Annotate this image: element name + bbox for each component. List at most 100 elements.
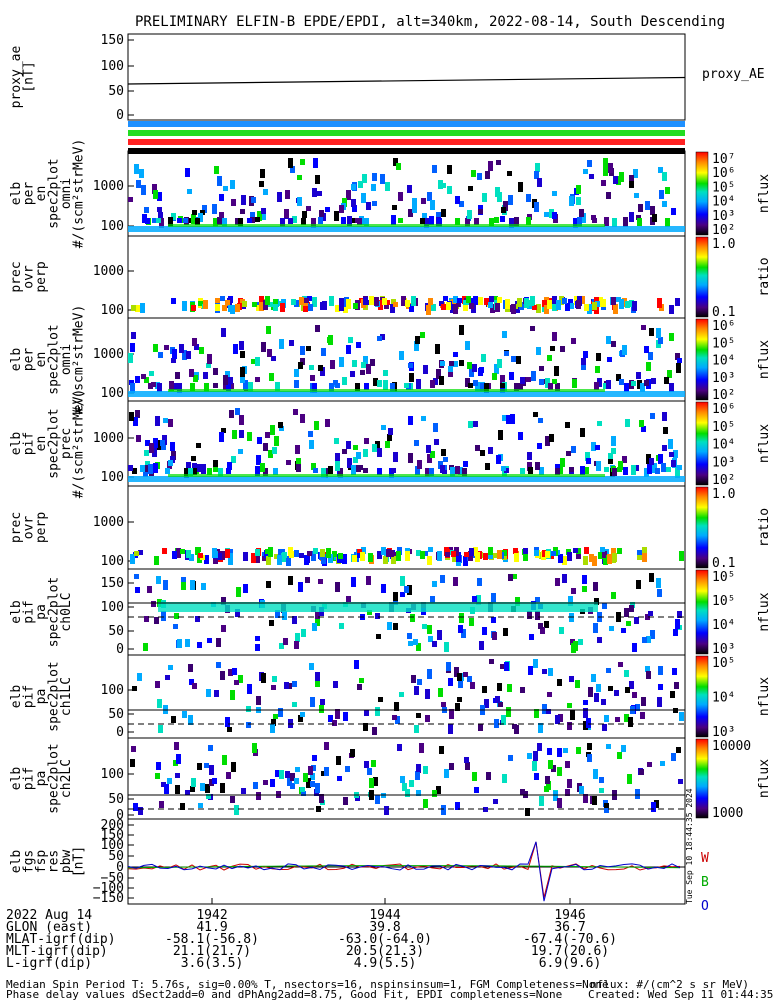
- heatmap-cell: [183, 218, 188, 223]
- heatmap-cell: [408, 363, 413, 368]
- heatmap-cell: [551, 551, 556, 556]
- heatmap-cell: [343, 712, 348, 721]
- heatmap-cell: [488, 447, 493, 454]
- heatmap-cell: [213, 218, 218, 227]
- heatmap-cell: [664, 377, 669, 384]
- heatmap-cell: [232, 430, 237, 439]
- heatmap-cell: [587, 754, 592, 762]
- y-tick-label: 50: [108, 792, 124, 807]
- y-tick-label: 100: [101, 600, 124, 615]
- heatmap-cell: [472, 772, 477, 781]
- heatmap-cell: [651, 802, 656, 812]
- heatmap-cell: [645, 201, 650, 210]
- heatmap-cell: [154, 617, 159, 624]
- heatmap-cell: [219, 212, 224, 218]
- heatmap-cell: [247, 684, 252, 694]
- heatmap-cell: [164, 784, 169, 794]
- heatmap-cell: [256, 455, 261, 465]
- heatmap-cell: [436, 369, 441, 379]
- heatmap-cell: [255, 549, 260, 556]
- heatmap-cell: [375, 613, 380, 619]
- colorbar-label: nflux: [757, 340, 772, 379]
- heatmap-cell: [315, 325, 320, 332]
- heatmap-cell: [294, 369, 299, 377]
- mag-legend-w: W: [701, 851, 709, 866]
- heatmap-cell: [621, 628, 626, 633]
- heatmap-cell: [560, 458, 565, 467]
- heatmap-cell: [321, 771, 326, 776]
- heatmap-cell: [390, 304, 395, 313]
- heatmap-cell: [405, 300, 410, 307]
- heatmap-cell: [265, 549, 270, 554]
- heatmap-cell: [629, 681, 634, 689]
- heatmap-cell: [202, 205, 207, 213]
- heatmap-cell: [294, 380, 299, 388]
- heatmap-cell: [580, 428, 585, 437]
- heatmap-cell: [584, 467, 589, 474]
- heatmap-cell: [335, 383, 340, 388]
- heatmap-cell: [273, 468, 278, 475]
- heatmap-cell: [311, 551, 316, 561]
- heatmap-cell: [449, 361, 454, 366]
- heatmap-cell: [581, 365, 586, 370]
- heatmap-cell: [430, 451, 435, 458]
- colorbar-tick-label: 10⁵: [712, 594, 735, 609]
- heatmap-cell: [463, 672, 468, 677]
- colorbar-tick-label: 10⁶: [712, 319, 735, 334]
- heatmap-cell: [262, 556, 267, 561]
- heatmap-cell: [482, 686, 487, 693]
- heatmap-cell: [367, 768, 372, 775]
- heatmap-cell: [309, 663, 314, 670]
- colorbar-tick-label: 10⁴: [712, 354, 735, 369]
- heatmap-cell: [407, 585, 412, 595]
- panel-7: 100 50 0 elbpifpaspec2plotch1LC: [9, 654, 686, 740]
- heatmap-cell: [204, 555, 209, 564]
- heatmap-cell: [199, 347, 204, 354]
- heatmap-cell: [346, 190, 351, 200]
- heatmap-cell: [300, 159, 305, 165]
- heatmap-cell: [363, 449, 368, 457]
- heatmap-cell: [225, 549, 230, 558]
- heatmap-cell: [611, 436, 616, 446]
- heatmap-cell: [158, 212, 163, 222]
- heatmap-cell: [536, 304, 541, 313]
- panels: 150100500proxy_ae[nT]1000100elbperenspec…: [9, 33, 686, 906]
- heatmap-cell: [219, 194, 224, 201]
- heatmap-cell: [414, 725, 419, 733]
- heatmap-cell: [251, 359, 256, 364]
- heatmap-cell: [495, 303, 500, 312]
- heatmap-cell: [292, 616, 297, 624]
- heatmap-cell: [646, 362, 651, 371]
- x-row-label: L-igrf(dip): [6, 956, 92, 971]
- heatmap-cell: [228, 305, 233, 312]
- heatmap-cell: [468, 383, 473, 388]
- panel-1: 1000 100 elbperenspec2plotomni#/(scm²strMe…: [9, 139, 686, 248]
- heatmap-cell: [343, 797, 348, 805]
- heatmap-cell: [130, 383, 135, 393]
- heatmap-cell: [545, 551, 550, 558]
- heatmap-cell: [614, 690, 619, 696]
- heatmap-cell: [497, 550, 502, 559]
- heatmap-cell: [408, 209, 413, 217]
- colorbar-tick-label: 0.1: [712, 305, 735, 320]
- heatmap-cell: [573, 218, 578, 228]
- heatmap-cell: [209, 765, 214, 775]
- heatmap-cell: [152, 447, 157, 457]
- heatmap-cell: [572, 379, 577, 388]
- heatmap-cell: [295, 445, 300, 454]
- heatmap-cell: [587, 743, 592, 750]
- y-tick-label: 100: [101, 767, 124, 782]
- heatmap-cell: [342, 449, 347, 454]
- heatmap-cell: [542, 300, 547, 307]
- heatmap-cell: [296, 464, 301, 472]
- heatmap-cell: [488, 547, 493, 555]
- mag-legend-o: O: [701, 899, 709, 914]
- heatmap-cell: [354, 660, 359, 669]
- heatmap-cell: [467, 362, 472, 369]
- heatmap-cell: [319, 705, 324, 713]
- y-tick-label: −50: [101, 871, 124, 886]
- heatmap-cell: [652, 214, 657, 222]
- heatmap-cell: [274, 436, 279, 446]
- heatmap-cell: [381, 547, 386, 555]
- y-axis-label: precovrperp: [9, 261, 49, 292]
